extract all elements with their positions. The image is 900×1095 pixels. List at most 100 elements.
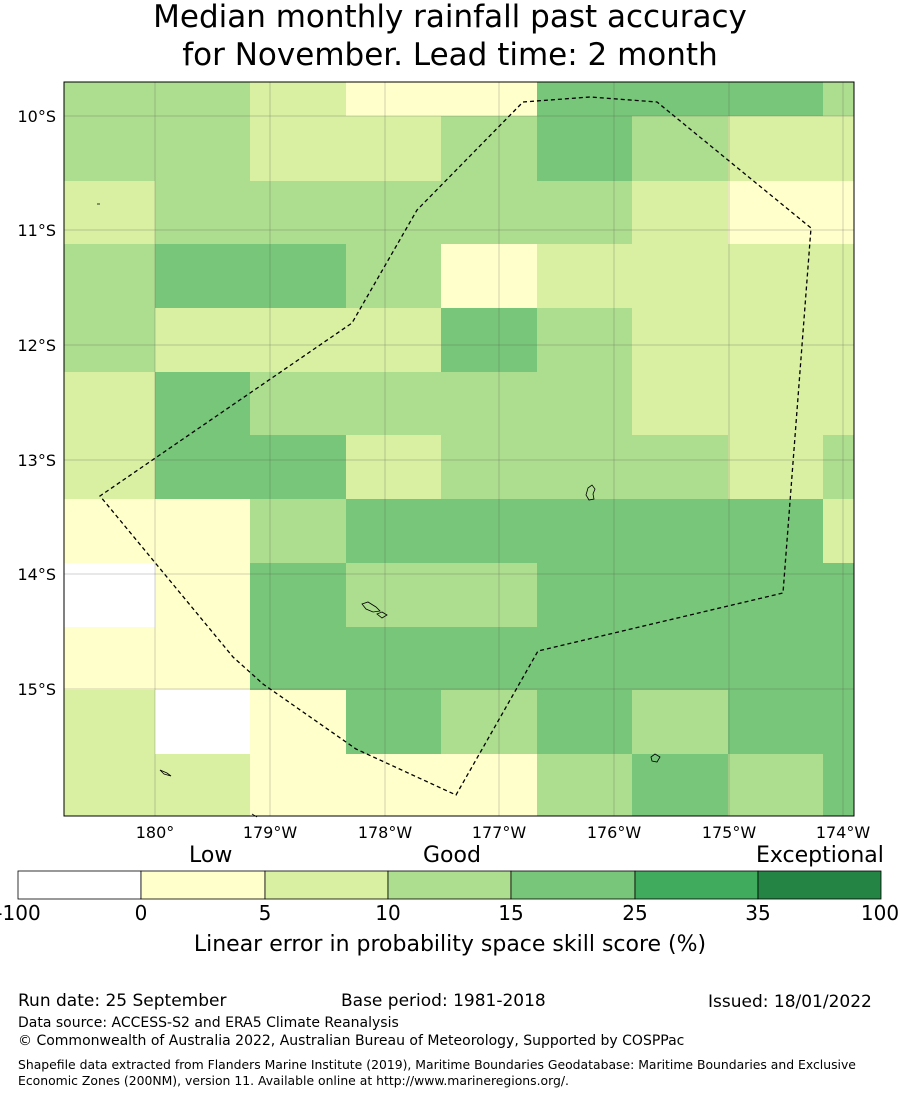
grid-cell [64, 499, 155, 563]
grid-cell [537, 372, 632, 435]
grid-cell [155, 181, 250, 244]
longitude-label: 175°W [702, 823, 757, 842]
grid-cell [346, 116, 441, 181]
grid-cell [346, 754, 441, 816]
colorbar-segment [17, 870, 142, 900]
colorbar-tick: 5 [258, 901, 272, 925]
grid-cell [250, 435, 346, 499]
grid-cell [441, 754, 537, 816]
grid-cell [64, 563, 155, 627]
grid-cell [823, 82, 854, 116]
longitude-labels: 180° 179°W 178°W 177°W 176°W 175°W 174°W [136, 823, 871, 842]
grid-cell [823, 181, 854, 244]
grid-cell [823, 244, 854, 308]
grid-cell [537, 308, 632, 372]
island-upolu [361, 601, 381, 613]
longitude-label: 178°W [358, 823, 413, 842]
grid-cell [823, 308, 854, 372]
grid-cell [250, 563, 346, 627]
grid-cell [155, 690, 250, 754]
island-south [650, 753, 661, 763]
coastlines [97, 203, 661, 818]
grid-cell [64, 754, 155, 816]
colorbar-label-low: Low [189, 843, 233, 868]
grid-cell [250, 244, 346, 308]
grid-cell [823, 435, 854, 499]
grid-cell [155, 435, 250, 499]
skill-grid [64, 82, 854, 816]
grid-cell [632, 308, 728, 372]
island-southwest [159, 769, 172, 777]
colorbar-segment [510, 870, 636, 900]
grid-cell [64, 82, 155, 116]
grid-cell [728, 754, 823, 816]
colorbar-tick: -100 [0, 901, 41, 925]
grid-cell [346, 82, 441, 116]
grid-cell [632, 181, 728, 244]
grid-cell [632, 116, 728, 181]
grid-cell [155, 754, 250, 816]
grid-cell [250, 116, 346, 181]
grid-cell [728, 435, 823, 499]
grid-cell [64, 308, 155, 372]
grid-cell [632, 563, 728, 627]
grid-cell [441, 435, 537, 499]
grid-cell [441, 499, 537, 563]
colorbar-tick: 25 [622, 901, 648, 925]
shapefile-credit: Shapefile data extracted from Flanders M… [18, 1057, 856, 1088]
grid-cell [250, 690, 346, 754]
grid-cell [64, 116, 155, 181]
longitude-label: 176°W [587, 823, 642, 842]
grid-cell [537, 563, 632, 627]
grid-cell [155, 563, 250, 627]
island-east [585, 484, 596, 501]
grid-cell [537, 627, 632, 690]
grid-cell [537, 244, 632, 308]
grid-cell [346, 181, 441, 244]
grid-cell [250, 754, 346, 816]
colorbar-segment [387, 870, 512, 900]
grid-cell [537, 690, 632, 754]
grid-cell [155, 308, 250, 372]
grid-cell [346, 690, 441, 754]
colorbar-title: Linear error in probability space skill … [193, 932, 707, 957]
grid-cell [250, 82, 346, 116]
latitude-label: 13°S [17, 451, 56, 470]
grid-cell [728, 627, 823, 690]
colorbar-segment [140, 870, 266, 900]
grid-cell [441, 690, 537, 754]
grid-cell [823, 563, 854, 627]
grid-cell [632, 627, 728, 690]
grid-cell [346, 627, 441, 690]
grid-cell [537, 82, 632, 116]
base-period: Base period: 1981-2018 [341, 991, 546, 1011]
grid-cell [441, 181, 537, 244]
colorbar-tick: 15 [498, 901, 524, 925]
grid-cell [441, 308, 537, 372]
grid-cell [632, 499, 728, 563]
grid-cell [632, 435, 728, 499]
colorbar [17, 870, 882, 900]
colorbar-segment [264, 870, 389, 900]
map-frame [63, 81, 855, 817]
longitude-label: 179°W [243, 823, 298, 842]
grid-cell [64, 435, 155, 499]
title-line-1: Median monthly rainfall past accuracy [153, 0, 747, 35]
issued-date: Issued: 18/01/2022 [708, 992, 872, 1012]
latitude-label: 15°S [17, 680, 56, 699]
grid-cell [728, 82, 823, 116]
grid-cell [155, 627, 250, 690]
island-savaii-east [376, 611, 388, 619]
latitude-label: 12°S [17, 336, 56, 355]
grid-cell [728, 181, 823, 244]
grid-cell [64, 181, 155, 244]
colorbar-label-good: Good [423, 843, 481, 868]
latitude-label: 14°S [17, 565, 56, 584]
grid-cell [64, 244, 155, 308]
latitude-label: 10°S [17, 107, 56, 126]
grid-cell [64, 372, 155, 435]
run-date: Run date: 25 September [18, 991, 227, 1011]
data-source: Data source: ACCESS-S2 and ERA5 Climate … [18, 1015, 399, 1031]
grid-cell [155, 499, 250, 563]
